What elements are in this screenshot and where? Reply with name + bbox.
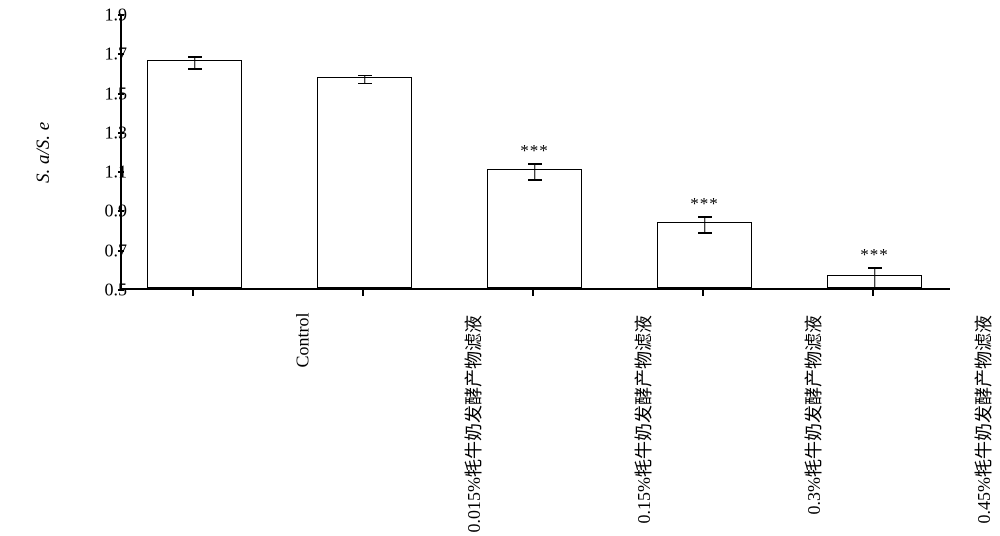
plot-area: *** *** *** <box>120 15 950 290</box>
error-bar-cap <box>698 232 712 234</box>
y-tick-mark <box>118 289 124 291</box>
error-bar-cap <box>358 75 372 77</box>
y-tick-mark <box>118 53 124 55</box>
error-bar-cap <box>698 216 712 218</box>
x-tick-mark <box>362 290 364 296</box>
x-tick-mark <box>702 290 704 296</box>
x-axis-label: 0.015%牦牛奶发酵产物滤液 <box>460 315 486 535</box>
bar <box>147 60 242 288</box>
x-tick-mark <box>532 290 534 296</box>
y-tick-mark <box>118 14 124 16</box>
error-bar-cap <box>358 83 372 85</box>
y-tick-mark <box>118 132 124 134</box>
error-bar-line <box>534 163 536 179</box>
significance-marker: *** <box>520 141 549 161</box>
y-axis-label: S. a/S. e <box>32 15 56 290</box>
y-tick-mark <box>118 210 124 212</box>
error-bar-cap <box>188 68 202 70</box>
error-bar-cap <box>528 163 542 165</box>
x-axis-label: 0.45%牦牛奶发酵产物滤液 <box>970 315 996 535</box>
x-tick-mark <box>872 290 874 296</box>
error-bar-line <box>194 56 196 68</box>
bar <box>317 77 412 288</box>
error-bar-cap <box>868 267 882 269</box>
error-bar-cap <box>188 56 202 58</box>
bar <box>487 169 582 288</box>
error-bar-line <box>704 216 706 232</box>
y-tick-mark <box>118 93 124 95</box>
x-tick-mark <box>192 290 194 296</box>
x-axis-label: 0.3%牦牛奶发酵产物滤液 <box>800 315 826 535</box>
bar-chart: S. a/S. e ********* 0.50.70.91.11.31.51.… <box>80 15 960 525</box>
x-axis-label: Control <box>292 313 313 533</box>
error-bar-cap <box>528 179 542 181</box>
error-bar-cap <box>868 287 882 289</box>
y-tick-mark <box>118 250 124 252</box>
error-bar-line <box>874 267 876 287</box>
y-tick-mark <box>118 171 124 173</box>
significance-marker: *** <box>690 194 719 214</box>
x-axis-label: 0.15%牦牛奶发酵产物滤液 <box>630 315 656 535</box>
significance-marker: *** <box>860 245 889 265</box>
